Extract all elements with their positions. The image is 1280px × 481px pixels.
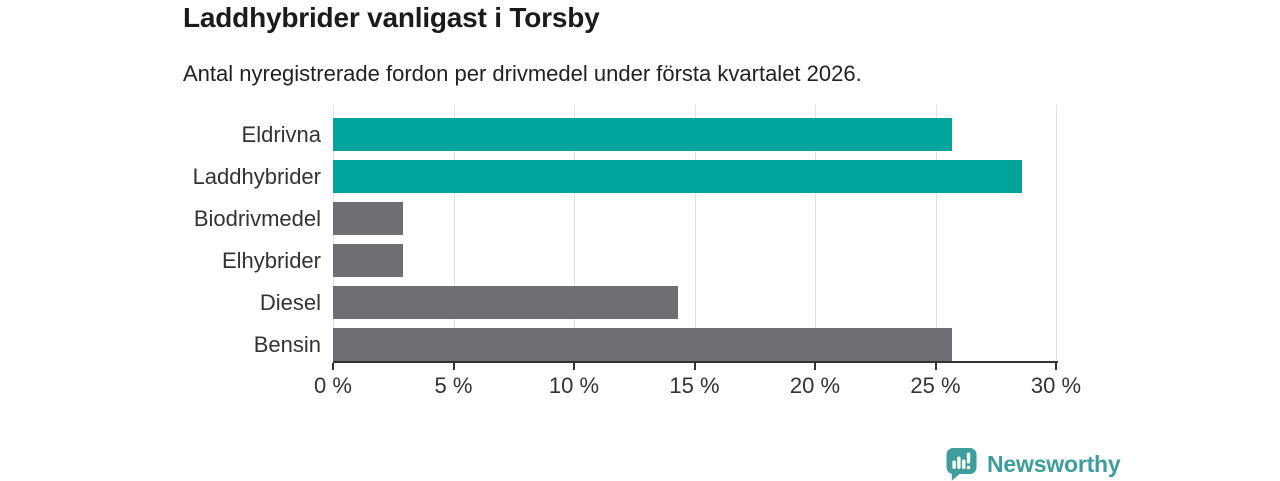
category-label-elhybrider: Elhybrider (221, 248, 321, 273)
chart-title: Laddhybrider vanligast i Torsby (183, 2, 600, 33)
x-axis-tick (934, 363, 937, 370)
category-label-biodrivmedel: Biodrivmedel (193, 206, 321, 231)
bar-bensin (333, 328, 953, 361)
category-label-diesel: Diesel (259, 290, 321, 315)
plot-area: 0 % 5 % 10 % 15 % 20 % 25 % 30 % (314, 105, 1081, 398)
brand-name: Newsworthy (987, 451, 1121, 477)
x-axis-tick (1055, 363, 1057, 370)
category-label-eldrivna: Eldrivna (241, 122, 321, 147)
x-axis-tick-label: 25 % (910, 373, 961, 398)
x-axis-tick (814, 363, 816, 370)
x-axis-tick (573, 363, 575, 370)
category-label-laddhybrider: Laddhybrider (192, 164, 321, 189)
bar-eldrivna (333, 118, 953, 151)
x-axis-tick-label: 5 % (434, 373, 473, 398)
x-axis-tick (693, 363, 696, 370)
x-axis-tick-label: 0 % (314, 373, 352, 398)
x-axis-tick (452, 363, 455, 370)
gridline (453, 105, 455, 361)
bar-diesel (333, 286, 678, 319)
x-axis-tick-label: 20 % (789, 373, 841, 398)
newsworthy-icon (946, 448, 977, 481)
x-axis-tick-label: 10 % (548, 373, 600, 398)
bar-biodrivmedel (333, 202, 403, 235)
bar-laddhybrider (333, 160, 1023, 193)
gridline (935, 105, 937, 361)
gridline (574, 105, 575, 361)
category-axis-labels: Eldrivna Laddhybrider Biodrivmedel Elhybrid… (0, 105, 321, 363)
gridline (1056, 105, 1057, 361)
x-axis-line (333, 361, 1058, 363)
category-label-bensin: Bensin (253, 332, 321, 357)
brand-logo: Newsworthy (945, 447, 1121, 481)
bar-elhybrider (333, 244, 403, 277)
gridline (815, 105, 816, 361)
x-axis-tick (332, 363, 334, 370)
chart-subtitle: Antal nyregistrerade fordon per drivmede… (183, 61, 862, 86)
x-axis-tick-label: 30 % (1030, 373, 1082, 398)
x-axis-tick-label: 15 % (669, 373, 720, 398)
gridline (694, 105, 696, 361)
